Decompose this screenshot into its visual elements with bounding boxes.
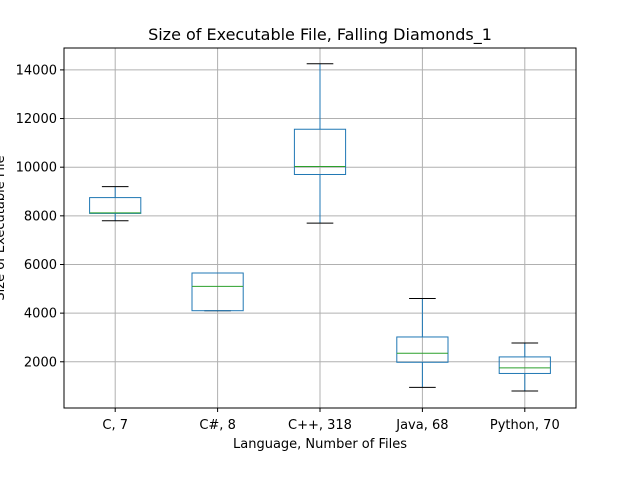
box-group bbox=[89, 186, 142, 222]
y-axis-label: Size of Executable File bbox=[0, 155, 8, 300]
x-axis-ticks: C, 7 C#, 8 C++, 318 Java, 68 Python, 70 bbox=[102, 408, 560, 433]
y-tick-label: 6000 bbox=[24, 258, 57, 273]
x-axis-label: Language, Number of Files bbox=[233, 437, 407, 452]
y-axis-ticks: 2000 4000 6000 8000 10000 12000 14000 bbox=[16, 63, 64, 370]
y-tick-label: 4000 bbox=[24, 307, 57, 322]
y-tick-label: 14000 bbox=[16, 63, 57, 78]
box-group bbox=[293, 63, 347, 224]
y-tick-label: 10000 bbox=[16, 161, 57, 176]
box-group bbox=[396, 298, 449, 388]
boxes bbox=[89, 63, 551, 392]
x-tick-label: C, 7 bbox=[102, 418, 128, 433]
y-tick-label: 8000 bbox=[24, 209, 57, 224]
y-tick-label: 2000 bbox=[24, 355, 57, 370]
box-group bbox=[191, 272, 244, 312]
box-iqr bbox=[191, 272, 244, 312]
box-iqr bbox=[396, 336, 449, 363]
x-tick-label: Python, 70 bbox=[490, 418, 560, 433]
box-iqr bbox=[293, 128, 347, 175]
box-iqr bbox=[498, 356, 551, 374]
box-group bbox=[498, 342, 551, 392]
y-tick-label: 12000 bbox=[16, 112, 57, 127]
x-tick-label: C++, 318 bbox=[288, 418, 352, 433]
x-tick-label: C#, 8 bbox=[199, 418, 236, 433]
x-tick-label: Java, 68 bbox=[395, 418, 448, 433]
chart-title: Size of Executable File, Falling Diamond… bbox=[148, 25, 492, 45]
